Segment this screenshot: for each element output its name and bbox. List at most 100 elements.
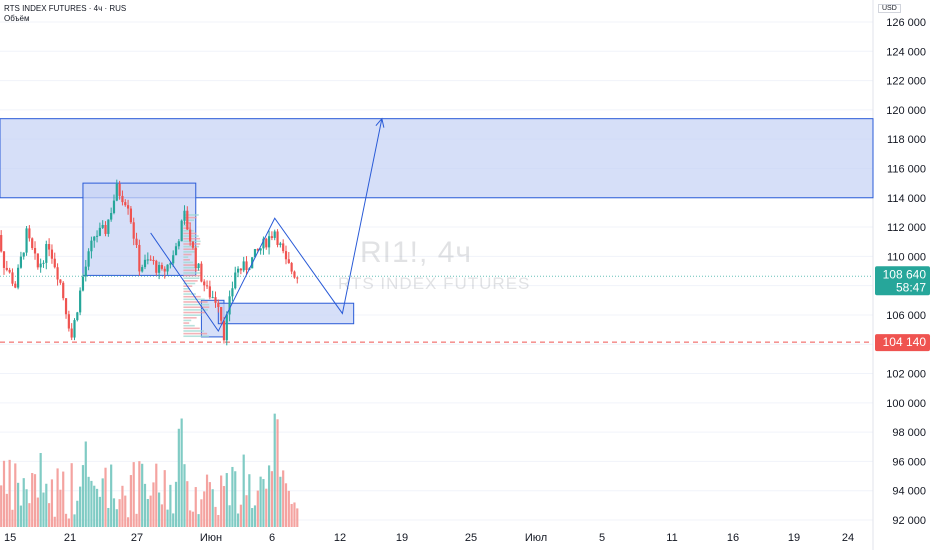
candle-body [115,183,118,201]
candle-body [33,248,37,254]
volume-bar [234,471,237,527]
volume-bar [169,484,172,527]
volume-bar [155,463,158,527]
volume-bar [239,504,242,527]
volume-bar [276,419,279,527]
volume-bar [90,480,93,527]
volume-bar [267,465,271,527]
candle-body [169,263,172,265]
candle-body [110,213,113,220]
volume-bar [293,502,296,527]
candle-body [236,268,240,273]
candle-body [149,259,152,261]
volume-bar [248,474,251,527]
candle-body [220,306,223,321]
volume-bar [33,474,37,527]
volume-bar [225,473,228,527]
volume-indicator-label[interactable]: Объём [4,14,30,23]
volume-bar [31,473,34,527]
y-tick-label: 124 000 [886,46,926,58]
volume-bar [107,507,110,527]
candle-body [262,238,265,249]
candle-body [56,267,59,280]
y-tick-label: 120 000 [886,105,926,117]
profile-bar [183,248,198,251]
candle-body [70,328,73,338]
profile-bar [183,261,194,264]
candle-body [143,259,147,268]
candle-body [62,282,65,299]
profile-bar [183,269,200,272]
profile-bar [183,303,210,306]
candle-body [172,255,175,264]
candle-body [211,297,214,299]
candle-body [93,236,96,241]
volume-bar [138,461,141,527]
y-tick-label: 112 000 [887,222,926,234]
profile-bar [183,282,196,285]
volume-bar [118,499,121,527]
volume-bar [189,510,192,527]
candle-body [203,281,206,286]
profile-bar [183,301,208,303]
y-tick-label: 100 000 [886,398,926,410]
candle-body [2,251,6,268]
candle-body [217,302,220,307]
volume-bar [279,476,282,527]
volume-bar [112,498,116,527]
volume-bar [73,514,76,527]
profile-bar [183,322,190,324]
profile-bar [183,316,197,319]
volume-bar [81,465,85,527]
y-tick-label: 96 000 [892,456,926,468]
volume-bar [8,459,11,527]
x-tick-label: 11 [666,532,677,544]
volume-bar [220,475,223,527]
candle-body [19,256,23,268]
candle-body [101,224,104,228]
candle-body [48,244,51,250]
profile-bar [183,324,195,327]
candle-body [186,210,189,230]
volume-bar [98,496,101,527]
time-axis[interactable]: 15 21 27 Июн 6 12 19 25 Июл 5 11 16 19 24 [4,532,854,544]
candle-body [270,236,273,238]
watermark-symbol: RI1!, 4ч [360,236,473,269]
candle-body [222,320,226,341]
candle-body [132,222,135,239]
currency-badge[interactable]: USD [878,4,901,13]
candle-body [293,271,296,278]
volume-bar [59,489,62,527]
volume-bar [186,481,189,527]
candle-body [45,244,48,263]
candle-body [177,241,180,247]
x-tick-label: 12 [334,532,346,544]
candle-body [0,235,3,252]
candle-body [183,210,186,221]
projected-path [150,118,383,333]
volume-bar [124,495,127,527]
candle-body [126,205,130,209]
profile-bar [183,266,199,269]
zone-layer [0,118,874,343]
candle-body [76,312,79,321]
candle-body [59,279,62,283]
profile-bar [183,219,194,222]
profile-bar [183,330,204,332]
volume-bar [132,462,135,527]
x-tick-label: Июн [200,532,222,544]
candle-series [0,179,299,346]
volume-bar [197,514,200,527]
volume-bar [141,463,144,527]
profile-bar [183,287,191,290]
candle-body [158,265,161,273]
profile-bar [183,277,200,280]
candle-body [191,241,195,248]
profile-bar [183,327,200,330]
volume-bar [0,485,3,527]
y-tick-label: 94 000 [892,486,926,498]
candle-body [152,260,155,262]
candle-body [79,290,82,313]
candle-body [135,238,138,245]
